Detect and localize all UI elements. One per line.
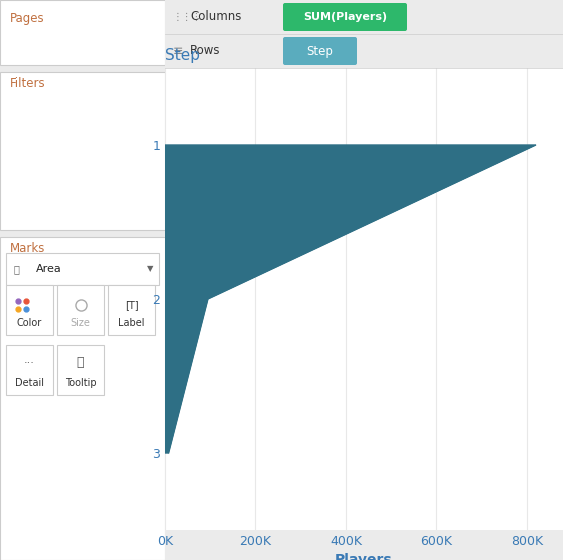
FancyBboxPatch shape: [283, 37, 357, 65]
Text: Rows: Rows: [190, 44, 221, 58]
Text: ▼: ▼: [147, 264, 153, 273]
Bar: [6, 253, 159, 285]
Polygon shape: [165, 145, 536, 453]
Text: Detail: Detail: [15, 378, 44, 388]
Text: 💬: 💬: [77, 357, 84, 370]
Text: [T]: [T]: [124, 300, 138, 310]
Bar: [6, 285, 53, 335]
Text: ⌒: ⌒: [13, 264, 19, 274]
Text: Step: Step: [307, 44, 333, 58]
Text: ···: ···: [24, 358, 35, 368]
Text: Columns: Columns: [190, 11, 242, 24]
Text: Size: Size: [70, 318, 91, 328]
Bar: [57, 285, 104, 335]
Bar: [0, 237, 165, 560]
FancyBboxPatch shape: [283, 3, 407, 31]
X-axis label: Players: Players: [335, 553, 393, 560]
Text: Pages: Pages: [10, 12, 44, 25]
Text: Area: Area: [36, 264, 62, 274]
Bar: [108, 285, 155, 335]
Text: Step: Step: [165, 48, 200, 63]
Bar: [57, 345, 104, 395]
Text: Filters: Filters: [10, 77, 46, 90]
Text: Tooltip: Tooltip: [65, 378, 96, 388]
Text: Marks: Marks: [10, 242, 46, 255]
Text: ⋮⋮⋮: ⋮⋮⋮: [173, 12, 202, 22]
Text: SUM(Players): SUM(Players): [303, 12, 387, 22]
Text: Label: Label: [118, 318, 145, 328]
Text: ≡: ≡: [173, 44, 184, 58]
Bar: [6, 345, 53, 395]
Text: Color: Color: [17, 318, 42, 328]
Bar: [0, 0, 165, 65]
Bar: [0, 72, 165, 230]
